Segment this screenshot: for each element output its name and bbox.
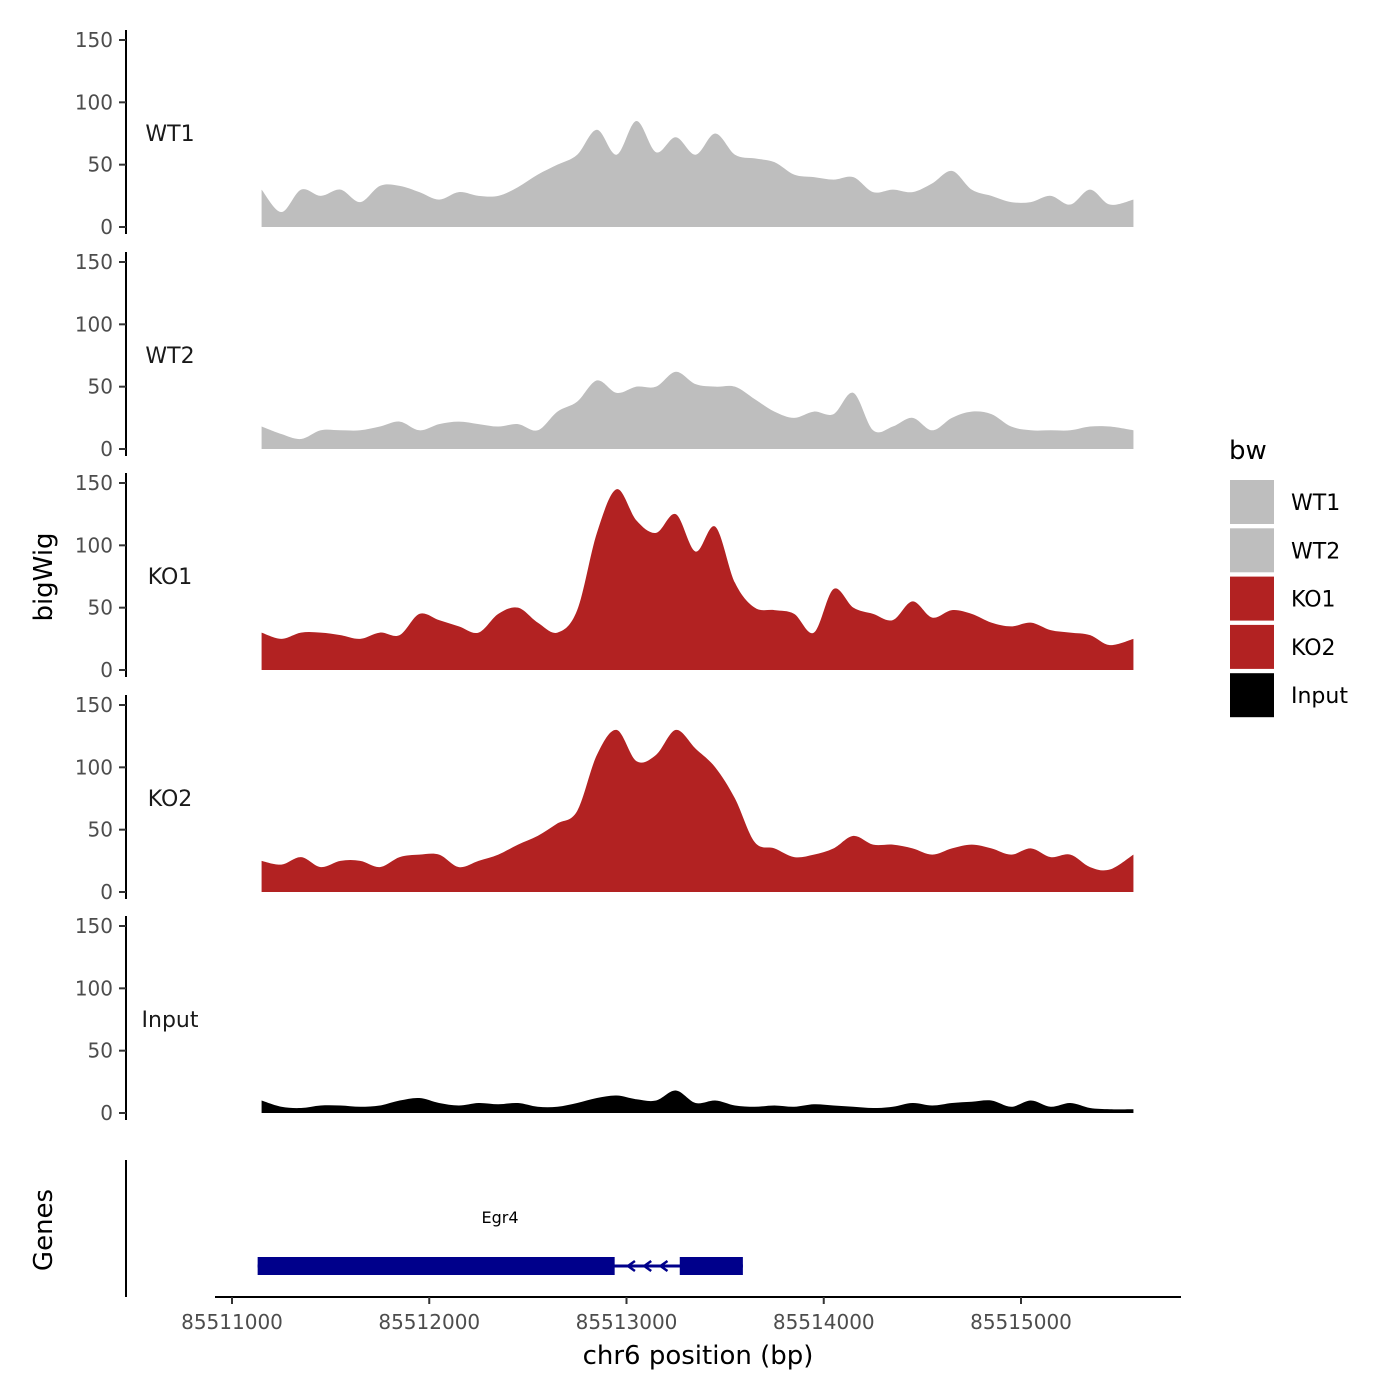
y-axis-title: bigWig — [29, 532, 59, 621]
legend-key — [1230, 673, 1274, 718]
legend-key — [1230, 624, 1274, 669]
track-label: Input — [142, 1008, 199, 1033]
y-tick-label: 0 — [100, 658, 113, 682]
y-tick-label: 0 — [100, 880, 113, 904]
legend-label: WT2 — [1291, 539, 1340, 564]
legend-item-wt2: WT2 — [1230, 528, 1340, 573]
y-tick-label: 150 — [75, 914, 113, 938]
gene-label: Egr4 — [481, 1208, 518, 1227]
strand-arrow-icon — [625, 1259, 636, 1273]
legend-key — [1230, 528, 1274, 573]
area-ko1 — [261, 489, 1134, 670]
y-tick-label: 0 — [100, 437, 113, 461]
legend-item-wt1: WT1 — [1230, 480, 1340, 524]
x-axis: 85511000 85512000 85513000 85514000 85515000 — [181, 1296, 1181, 1334]
y-tick-label: 50 — [88, 375, 113, 399]
area-ko2 — [261, 729, 1134, 892]
y-tick-label: 100 — [75, 90, 113, 114]
area-wt1 — [261, 121, 1134, 227]
track-panel-input: 0 50 100 150 Input — [75, 914, 1134, 1125]
gene-track: Genes Egr4 — [29, 1160, 743, 1297]
legend-key — [1230, 480, 1274, 524]
y-tick-label: 0 — [100, 215, 113, 239]
y-tick-label: 50 — [88, 1039, 113, 1063]
y-tick-label: 150 — [75, 250, 113, 274]
track-panel-ko1: 0 50 100 150 KO1 — [75, 471, 1134, 682]
y-tick-label: 50 — [88, 818, 113, 842]
track-panel-wt2: 0 50 100 150 WT2 — [75, 250, 1134, 461]
y-tick-label: 50 — [88, 596, 113, 620]
legend-key — [1230, 576, 1274, 621]
track-label: KO2 — [148, 787, 193, 812]
y-tick-label: 0 — [100, 1101, 113, 1125]
legend-item-input: Input — [1230, 673, 1348, 718]
gene-exon — [257, 1257, 615, 1275]
track-label: WT1 — [145, 122, 194, 147]
legend-label: Input — [1291, 684, 1348, 709]
legend-label: KO1 — [1291, 588, 1336, 613]
y-tick-label: 150 — [75, 471, 113, 495]
y-tick-label: 150 — [75, 693, 113, 717]
gene-exon — [679, 1257, 743, 1275]
legend-item-ko1: KO1 — [1230, 576, 1336, 621]
x-tick-label: 85511000 — [181, 1310, 283, 1334]
y-tick-label: 150 — [75, 28, 113, 52]
track-label: KO1 — [148, 565, 193, 590]
x-tick-label: 85515000 — [970, 1310, 1072, 1334]
track-panels: 0 50 100 150 WT1 0 50 100 150 WT2 0 50 100 150 KO1 0 50 1… — [75, 28, 1134, 1125]
track-panel-wt1: 0 50 100 150 WT1 — [75, 28, 1134, 239]
area-input — [261, 1090, 1134, 1113]
legend-title: bw — [1229, 436, 1267, 466]
track-panel-ko2: 0 50 100 150 KO2 — [75, 693, 1134, 904]
gene-egr4: Egr4 — [257, 1208, 743, 1275]
x-axis-title: chr6 position (bp) — [583, 1341, 814, 1371]
x-tick-label: 85512000 — [378, 1310, 480, 1334]
legend: bw WT1 WT2 KO1 KO2 Input — [1229, 436, 1348, 718]
y-tick-label: 100 — [75, 976, 113, 1000]
gene-track-title: Genes — [29, 1189, 59, 1271]
strand-arrow-icon — [642, 1259, 652, 1273]
track-label: WT2 — [145, 344, 194, 369]
strand-arrow-icon — [658, 1259, 669, 1273]
legend-label: WT1 — [1291, 491, 1340, 516]
legend-label: KO2 — [1291, 636, 1336, 661]
y-tick-label: 50 — [88, 153, 113, 177]
legend-item-ko2: KO2 — [1230, 624, 1336, 669]
x-tick-label: 85514000 — [773, 1310, 875, 1334]
y-tick-label: 100 — [75, 312, 113, 336]
y-tick-label: 100 — [75, 533, 113, 557]
area-wt2 — [261, 371, 1134, 449]
x-tick-label: 85513000 — [576, 1310, 678, 1334]
y-tick-label: 100 — [75, 755, 113, 779]
